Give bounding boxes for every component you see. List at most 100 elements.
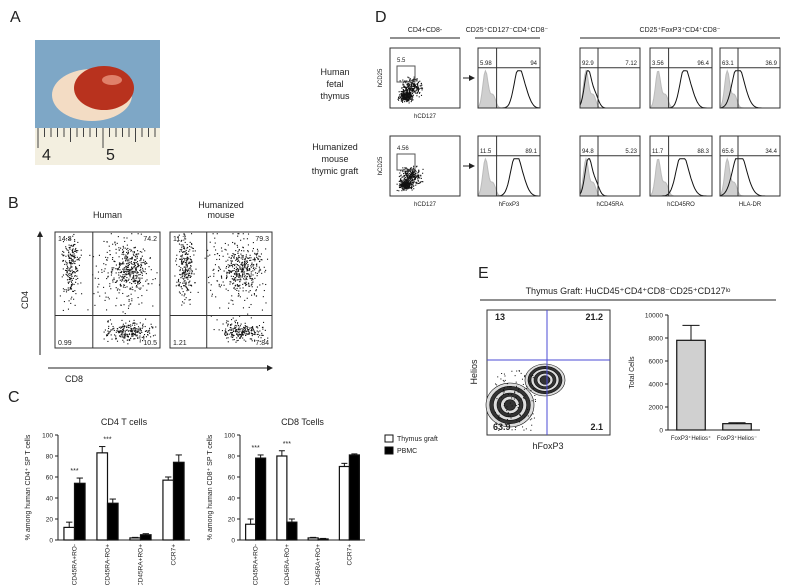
- event-dot: [137, 281, 140, 283]
- event-dot: [254, 339, 256, 341]
- event-dot: [71, 260, 73, 262]
- event-dot: [208, 282, 210, 284]
- event-dot: [131, 324, 133, 326]
- event-dot: [400, 95, 402, 97]
- event-dot: [229, 281, 231, 283]
- event-dot: [256, 275, 258, 277]
- event-dot: [412, 88, 414, 91]
- event-dot: [125, 268, 128, 270]
- event-dot: [403, 97, 405, 99]
- event-dot: [232, 252, 234, 255]
- event-dot: [209, 241, 211, 243]
- event-dot: [224, 333, 226, 335]
- event-dot: [409, 86, 411, 88]
- event-dot: [506, 400, 508, 402]
- event-dot: [118, 249, 121, 251]
- event-dot: [110, 323, 113, 325]
- event-dot: [408, 94, 410, 96]
- plot-frame: [579, 47, 641, 109]
- event-dot: [405, 185, 407, 187]
- event-dot: [406, 168, 408, 170]
- event-dot: [237, 273, 239, 275]
- event-dot: [111, 270, 113, 272]
- event-dot: [406, 183, 408, 185]
- event-dot: [117, 288, 119, 290]
- event-dot: [412, 86, 414, 88]
- event-dot: [400, 99, 402, 101]
- event-dot: [137, 326, 140, 328]
- event-dot: [419, 181, 421, 183]
- event-dot: [421, 87, 423, 89]
- event-dot: [191, 247, 193, 249]
- event-dot: [139, 332, 141, 334]
- event-dot: [188, 275, 190, 277]
- event-dot: [238, 326, 240, 328]
- event-dot: [218, 270, 220, 272]
- event-dot: [241, 270, 243, 273]
- event-dot: [256, 333, 258, 336]
- event-dot: [401, 101, 404, 103]
- event-dot: [175, 260, 177, 262]
- event-dot: [144, 325, 146, 328]
- event-dot: [245, 331, 247, 333]
- event-dot: [128, 270, 130, 272]
- gate-value: 34.4: [765, 149, 777, 155]
- event-dot: [133, 327, 135, 329]
- event-dot: [410, 98, 412, 100]
- event-dot: [127, 262, 129, 264]
- event-dot: [257, 333, 259, 335]
- event-dot: [239, 329, 241, 331]
- event-dot: [416, 183, 418, 185]
- event-dot: [244, 265, 246, 267]
- panel-label: D: [375, 9, 387, 26]
- event-dot: [185, 253, 187, 255]
- event-dot: [127, 251, 129, 253]
- event-dot: [144, 260, 147, 263]
- event-dot: [406, 101, 408, 103]
- event-dot: [248, 283, 250, 285]
- event-dot: [112, 243, 114, 245]
- event-dot: [142, 323, 144, 325]
- event-dot: [246, 261, 249, 263]
- event-dot: [104, 299, 106, 301]
- event-dot: [118, 277, 120, 279]
- event-dot: [209, 254, 211, 256]
- event-dot: [141, 255, 143, 257]
- event-dot: [239, 265, 241, 267]
- event-dot: [411, 90, 413, 92]
- event-dot: [189, 303, 191, 305]
- event-dot: [408, 180, 410, 183]
- event-dot: [119, 289, 121, 291]
- event-dot: [182, 275, 184, 277]
- event-dot: [504, 379, 506, 381]
- event-dot: [502, 389, 504, 391]
- event-dot: [65, 260, 67, 262]
- event-dot: [261, 259, 263, 261]
- event-dot: [130, 270, 132, 272]
- event-dot: [406, 171, 408, 173]
- event-dot: [501, 396, 503, 398]
- event-dot: [95, 265, 97, 267]
- chart-title: CD8 Tcells: [281, 417, 324, 427]
- event-dot: [184, 259, 186, 261]
- event-dot: [138, 253, 140, 255]
- event-dot: [410, 183, 412, 185]
- axis-label: Helios: [469, 359, 479, 385]
- event-dot: [133, 247, 135, 249]
- contour: [539, 375, 551, 385]
- event-dot: [404, 96, 406, 98]
- event-dot: [74, 272, 76, 274]
- event-dot: [220, 276, 223, 278]
- y-tick-label: 0: [49, 538, 53, 545]
- event-dot: [210, 284, 212, 286]
- event-dot: [417, 84, 419, 86]
- axis-label: HLA-DR: [739, 202, 762, 208]
- event-dot: [407, 94, 409, 96]
- event-dot: [237, 270, 239, 272]
- event-dot: [109, 285, 111, 287]
- event-dot: [409, 186, 411, 188]
- event-dot: [406, 83, 408, 85]
- event-dot: [397, 97, 400, 99]
- event-dot: [399, 175, 401, 177]
- event-dot: [71, 266, 73, 268]
